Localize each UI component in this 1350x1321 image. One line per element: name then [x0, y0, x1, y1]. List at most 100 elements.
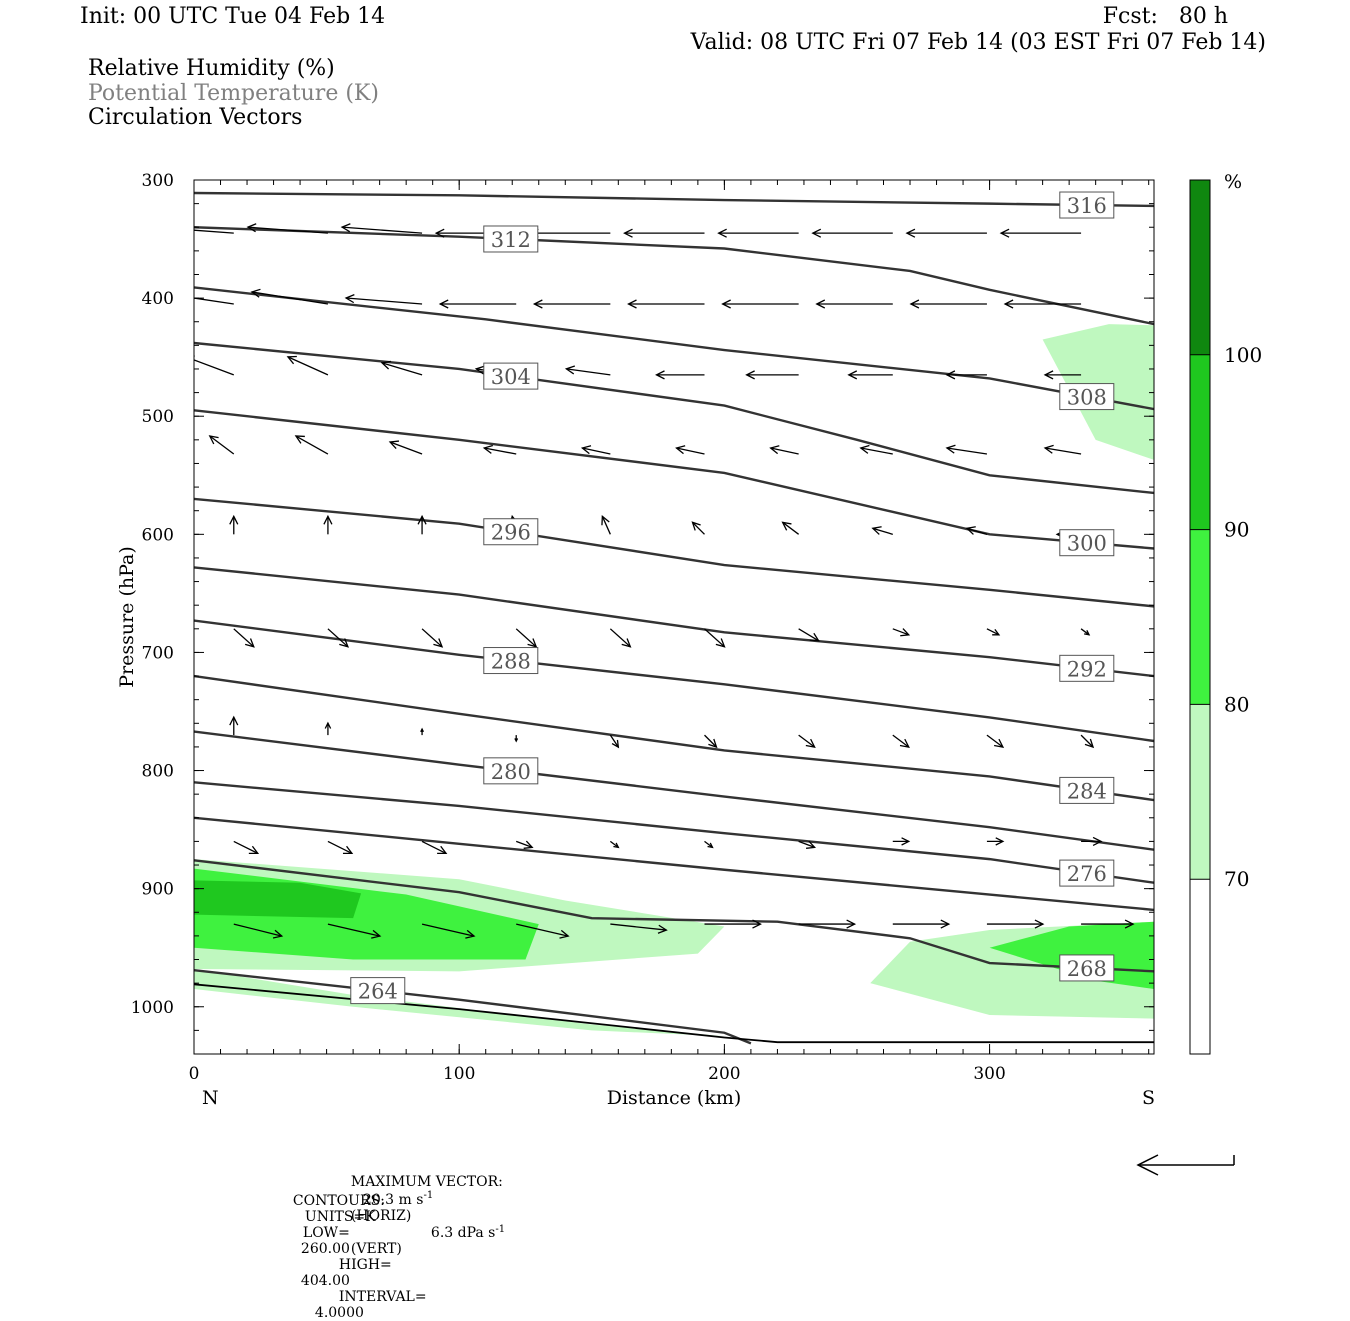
colorbar: 70 80 90 100 [1189, 179, 1262, 1055]
footer-contours: CONTOURS: UNITS=K LOW= 260.00 HIGH= 404.… [284, 1177, 427, 1321]
circulation-vector [609, 734, 620, 749]
circulation-vector [781, 521, 800, 535]
circulation-vector [340, 223, 423, 234]
circulation-vector [704, 628, 726, 648]
circulation-vector [516, 923, 570, 939]
theta-contour-296 [194, 497, 1154, 608]
legend-vectors: Circulation Vectors [88, 105, 303, 130]
circulation-vector [421, 923, 476, 939]
theta-contour-292 [194, 566, 1154, 678]
plot-frame [193, 179, 1155, 1055]
y-tick-label: 900 [142, 880, 174, 900]
circulation-vector [327, 923, 382, 939]
contour-label-box-284 [1059, 776, 1115, 804]
contour-label-box-280 [483, 757, 539, 785]
axes-layer: 0 100 200 300 300 400 500 600 700 800 900 1000 [131, 171, 1154, 1084]
circulation-vector [1043, 370, 1082, 380]
x-axis-label: Distance (km) [607, 1087, 742, 1109]
max-vector-vert: 6.3 dPa s [430, 1225, 496, 1242]
y-tick-label: 400 [142, 289, 174, 309]
colorbar-label: 70 [1224, 867, 1249, 891]
contour-label-268: 268 [1067, 957, 1107, 981]
rh-region-2 [194, 880, 362, 919]
circulation-vector [327, 840, 354, 855]
colorbar-unit: % [1224, 171, 1242, 193]
init-time: Init: 00 UTC Tue 04 Feb 14 [80, 4, 386, 29]
circulation-vector [909, 299, 987, 309]
circulation-vector [798, 840, 817, 849]
circulation-vector [246, 223, 328, 234]
circulation-vector [945, 444, 988, 455]
circulation-vector [905, 228, 987, 238]
theta-contour-316 [194, 191, 1154, 208]
circulation-vector [420, 727, 424, 736]
contour-label-296: 296 [491, 521, 531, 545]
circulation-vector [438, 299, 517, 309]
colorbar-swatch [1190, 354, 1210, 530]
circulation-vector [380, 360, 423, 376]
circulation-vector [986, 919, 1045, 929]
circulation-vector [627, 299, 705, 309]
circulation-vector [514, 735, 519, 743]
theta-contour-304 [194, 341, 1154, 495]
circulation-vector [323, 514, 333, 535]
contours-units: UNITS=K [304, 1209, 376, 1225]
legend-rh: Relative Humidity (%) [88, 56, 335, 81]
circulation-vector [1081, 919, 1135, 929]
circulation-vector [675, 445, 705, 455]
circulation-vector [194, 355, 235, 376]
circulation-vector [623, 228, 705, 238]
theta-contour-layer [194, 191, 1154, 1045]
contour-label-box-288 [483, 647, 539, 675]
contour-label-layer: 316 312 308 304 300 296 292 288 284 280 276 268 264 [350, 191, 1115, 1005]
y-tick-label: 500 [142, 407, 174, 427]
y-tick-label: 800 [142, 762, 174, 782]
circulation-vector [421, 840, 448, 855]
contour-label-box-276 [1059, 859, 1115, 887]
contour-label-264: 264 [358, 980, 398, 1004]
colorbar-label: 80 [1224, 692, 1249, 716]
colorbar-swatch [1190, 704, 1210, 880]
circulation-vector [704, 840, 714, 849]
circulation-vector [250, 288, 329, 305]
circulation-vector [580, 445, 611, 455]
theta-contour-308 [194, 286, 1154, 411]
colorbar-swatch [1190, 180, 1210, 355]
contours-low-label: LOW= [302, 1225, 350, 1241]
vert-exponent: -1 [495, 1223, 506, 1235]
circulation-vector [1003, 299, 1082, 309]
contour-label-box-300 [1059, 529, 1115, 557]
circulation-vector [1080, 734, 1095, 749]
colorbar-label: 90 [1224, 518, 1249, 542]
circulation-vector [610, 923, 668, 934]
circulation-vector [532, 299, 611, 309]
legend-theta: Potential Temperature (K) [88, 81, 379, 106]
circulation-vector [965, 526, 988, 535]
colorbar-swatch [1190, 879, 1210, 1054]
contour-label-box-264 [350, 977, 406, 1005]
theta-contour-272 [194, 816, 1154, 912]
theta-contour-312 [194, 226, 1154, 326]
circulation-vector [482, 444, 517, 455]
circulation-vector [229, 715, 239, 736]
contours-high-label: HIGH= [338, 1257, 392, 1273]
circulation-vector [294, 435, 329, 455]
colorbar-swatch [1190, 529, 1210, 705]
x-end-south: S [1142, 1087, 1155, 1109]
circulation-vector [1080, 628, 1091, 636]
y-tick-label: 300 [142, 171, 174, 191]
contours-low: 260.00 [300, 1241, 350, 1257]
circulation-vector [721, 299, 799, 309]
forecast-hour: Fcst: 80 h [1102, 4, 1228, 29]
y-tick-label: 700 [142, 643, 174, 663]
contour-label-300: 300 [1067, 532, 1107, 556]
contour-label-276: 276 [1067, 862, 1107, 886]
circulation-vector [892, 837, 911, 846]
circulation-vector [609, 628, 632, 648]
contour-label-304: 304 [491, 365, 531, 389]
circulation-vector [515, 840, 534, 849]
circulation-vector [745, 370, 799, 380]
reference-vector-icon [1136, 1154, 1235, 1176]
circulation-vector [704, 734, 718, 749]
contour-label-box-312 [483, 225, 539, 253]
